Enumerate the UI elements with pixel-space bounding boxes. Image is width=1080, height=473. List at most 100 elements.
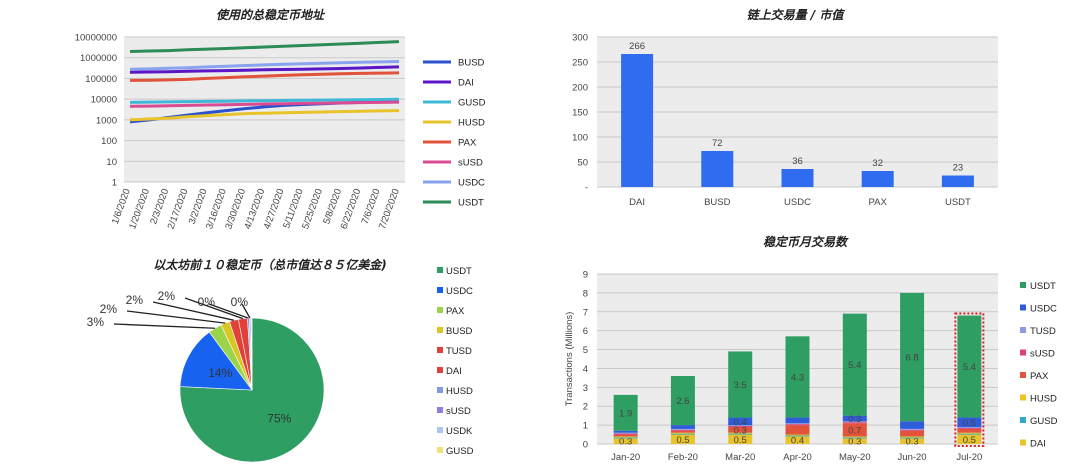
data-label: 72 [712,138,723,149]
bar-segment [613,433,638,435]
legend-label: USDC [446,286,473,297]
legend-label: DAI [446,366,462,377]
legend-label: USDT [1030,281,1056,292]
x-tick-label: Mar-20 [725,452,755,463]
legend-label: BUSD [446,326,473,337]
bar-segment [842,422,867,424]
x-tick-label: Feb-20 [668,452,698,463]
bar [621,54,654,187]
legend-label: TUSD [1030,326,1056,337]
bar-segment [728,434,753,444]
bar-segment [670,433,695,435]
monthly-transactions-stacked-chart: 稳定币月交易数 9 8 7 6 5 4 3 2 1 0 Transactions (Million… [564,235,1058,463]
legend-label: TUSD [446,346,472,357]
bar [941,175,974,187]
legend-label: USDT [446,266,472,277]
legend-swatch [437,307,443,313]
legend-label: DAI [458,78,474,89]
y-tick-label: 2 [583,402,588,413]
data-label: 32 [872,158,883,169]
data-label: 5.4 [848,360,861,371]
series-line [129,109,400,122]
bar-segment [785,435,810,437]
bar-segment [785,425,810,435]
bar-segment [785,434,810,436]
y-tick-label: 250 [572,58,588,69]
bar-segment [842,415,867,422]
chart-title: 使用的总稳定币地址 [216,8,326,22]
bar-segment [842,423,867,437]
y-tick-label: 1 [112,178,117,189]
plot-area [124,37,405,182]
percent-label: 2% [126,293,144,307]
y-tick-label: 8 [583,288,588,299]
bar-segment [728,427,753,433]
data-label: 0.4 [791,436,804,447]
bar-segment [728,426,753,427]
leader-line [241,303,251,319]
leader-line [152,301,235,321]
series-line [129,65,400,74]
legend-swatch [437,267,443,273]
bar-segment [670,425,695,429]
series-line [129,60,400,71]
data-label: 23 [953,163,964,174]
data-label: 36 [792,156,803,167]
bar-segment [613,430,638,433]
legend-label: DAI [1030,439,1046,450]
bar-segment [842,438,867,444]
legend-swatch [1020,282,1026,288]
legend-swatch [1020,304,1026,311]
data-label: 6.8 [905,353,918,364]
bar-segment [670,434,695,444]
legend-label: GUSD [446,446,474,457]
legend-label: GUSD [458,98,486,109]
data-label: 0.3 [848,414,861,425]
bar [701,151,734,187]
y-tick-label: 100 [572,133,588,144]
addresses-line-chart: 使用的总稳定币地址 10000000 1000000 100000 10000 1000… [75,8,486,231]
percent-label: 2% [100,302,118,316]
bar-segment [957,433,982,435]
bar-segment [728,432,753,434]
bar-segment [728,433,753,435]
legend-label: USDC [458,178,485,189]
data-label: 0.3 [905,437,918,448]
data-label: 2.6 [676,396,689,407]
bar-segment [900,429,925,431]
data-label: 0.3 [619,437,632,448]
data-label: 3.5 [734,380,747,391]
leader-line [113,323,216,329]
bar-segment [613,437,638,439]
data-label: 0.3 [848,437,861,448]
data-label: 0.5 [734,435,747,446]
legend-swatch [437,407,443,413]
bar-segment [613,394,638,431]
chart-title: 以太坊前１０稳定币（总市值达８５亿美金) [153,258,387,272]
series-line [129,100,400,108]
legend-swatch [437,447,443,453]
bar-segment [842,313,867,416]
bar-segment [670,432,695,434]
y-tick-label: 1 [583,421,588,432]
y-tick-label: 300 [572,33,588,44]
bar-segment [670,428,695,430]
leader-line [126,310,226,324]
series-line [129,40,400,53]
x-tick-label: PAX [869,197,888,208]
y-tick-label: 200 [572,83,588,94]
legend-label: GUSD [1030,416,1058,427]
y-tick-label: 100000 [85,74,117,85]
x-tick-label: Jun-20 [898,452,927,463]
legend-label: sUSD [1030,349,1055,360]
bar-segment [957,432,982,434]
bar-segment [900,421,925,429]
x-tick-label: Apr-20 [783,452,812,463]
legend-label: BUSD [458,58,485,69]
legend-swatch [437,427,443,433]
bar-segment [842,436,867,438]
data-label: 0.4 [734,417,747,428]
bar-segment [785,336,810,418]
percent-label: 0% [198,295,216,309]
